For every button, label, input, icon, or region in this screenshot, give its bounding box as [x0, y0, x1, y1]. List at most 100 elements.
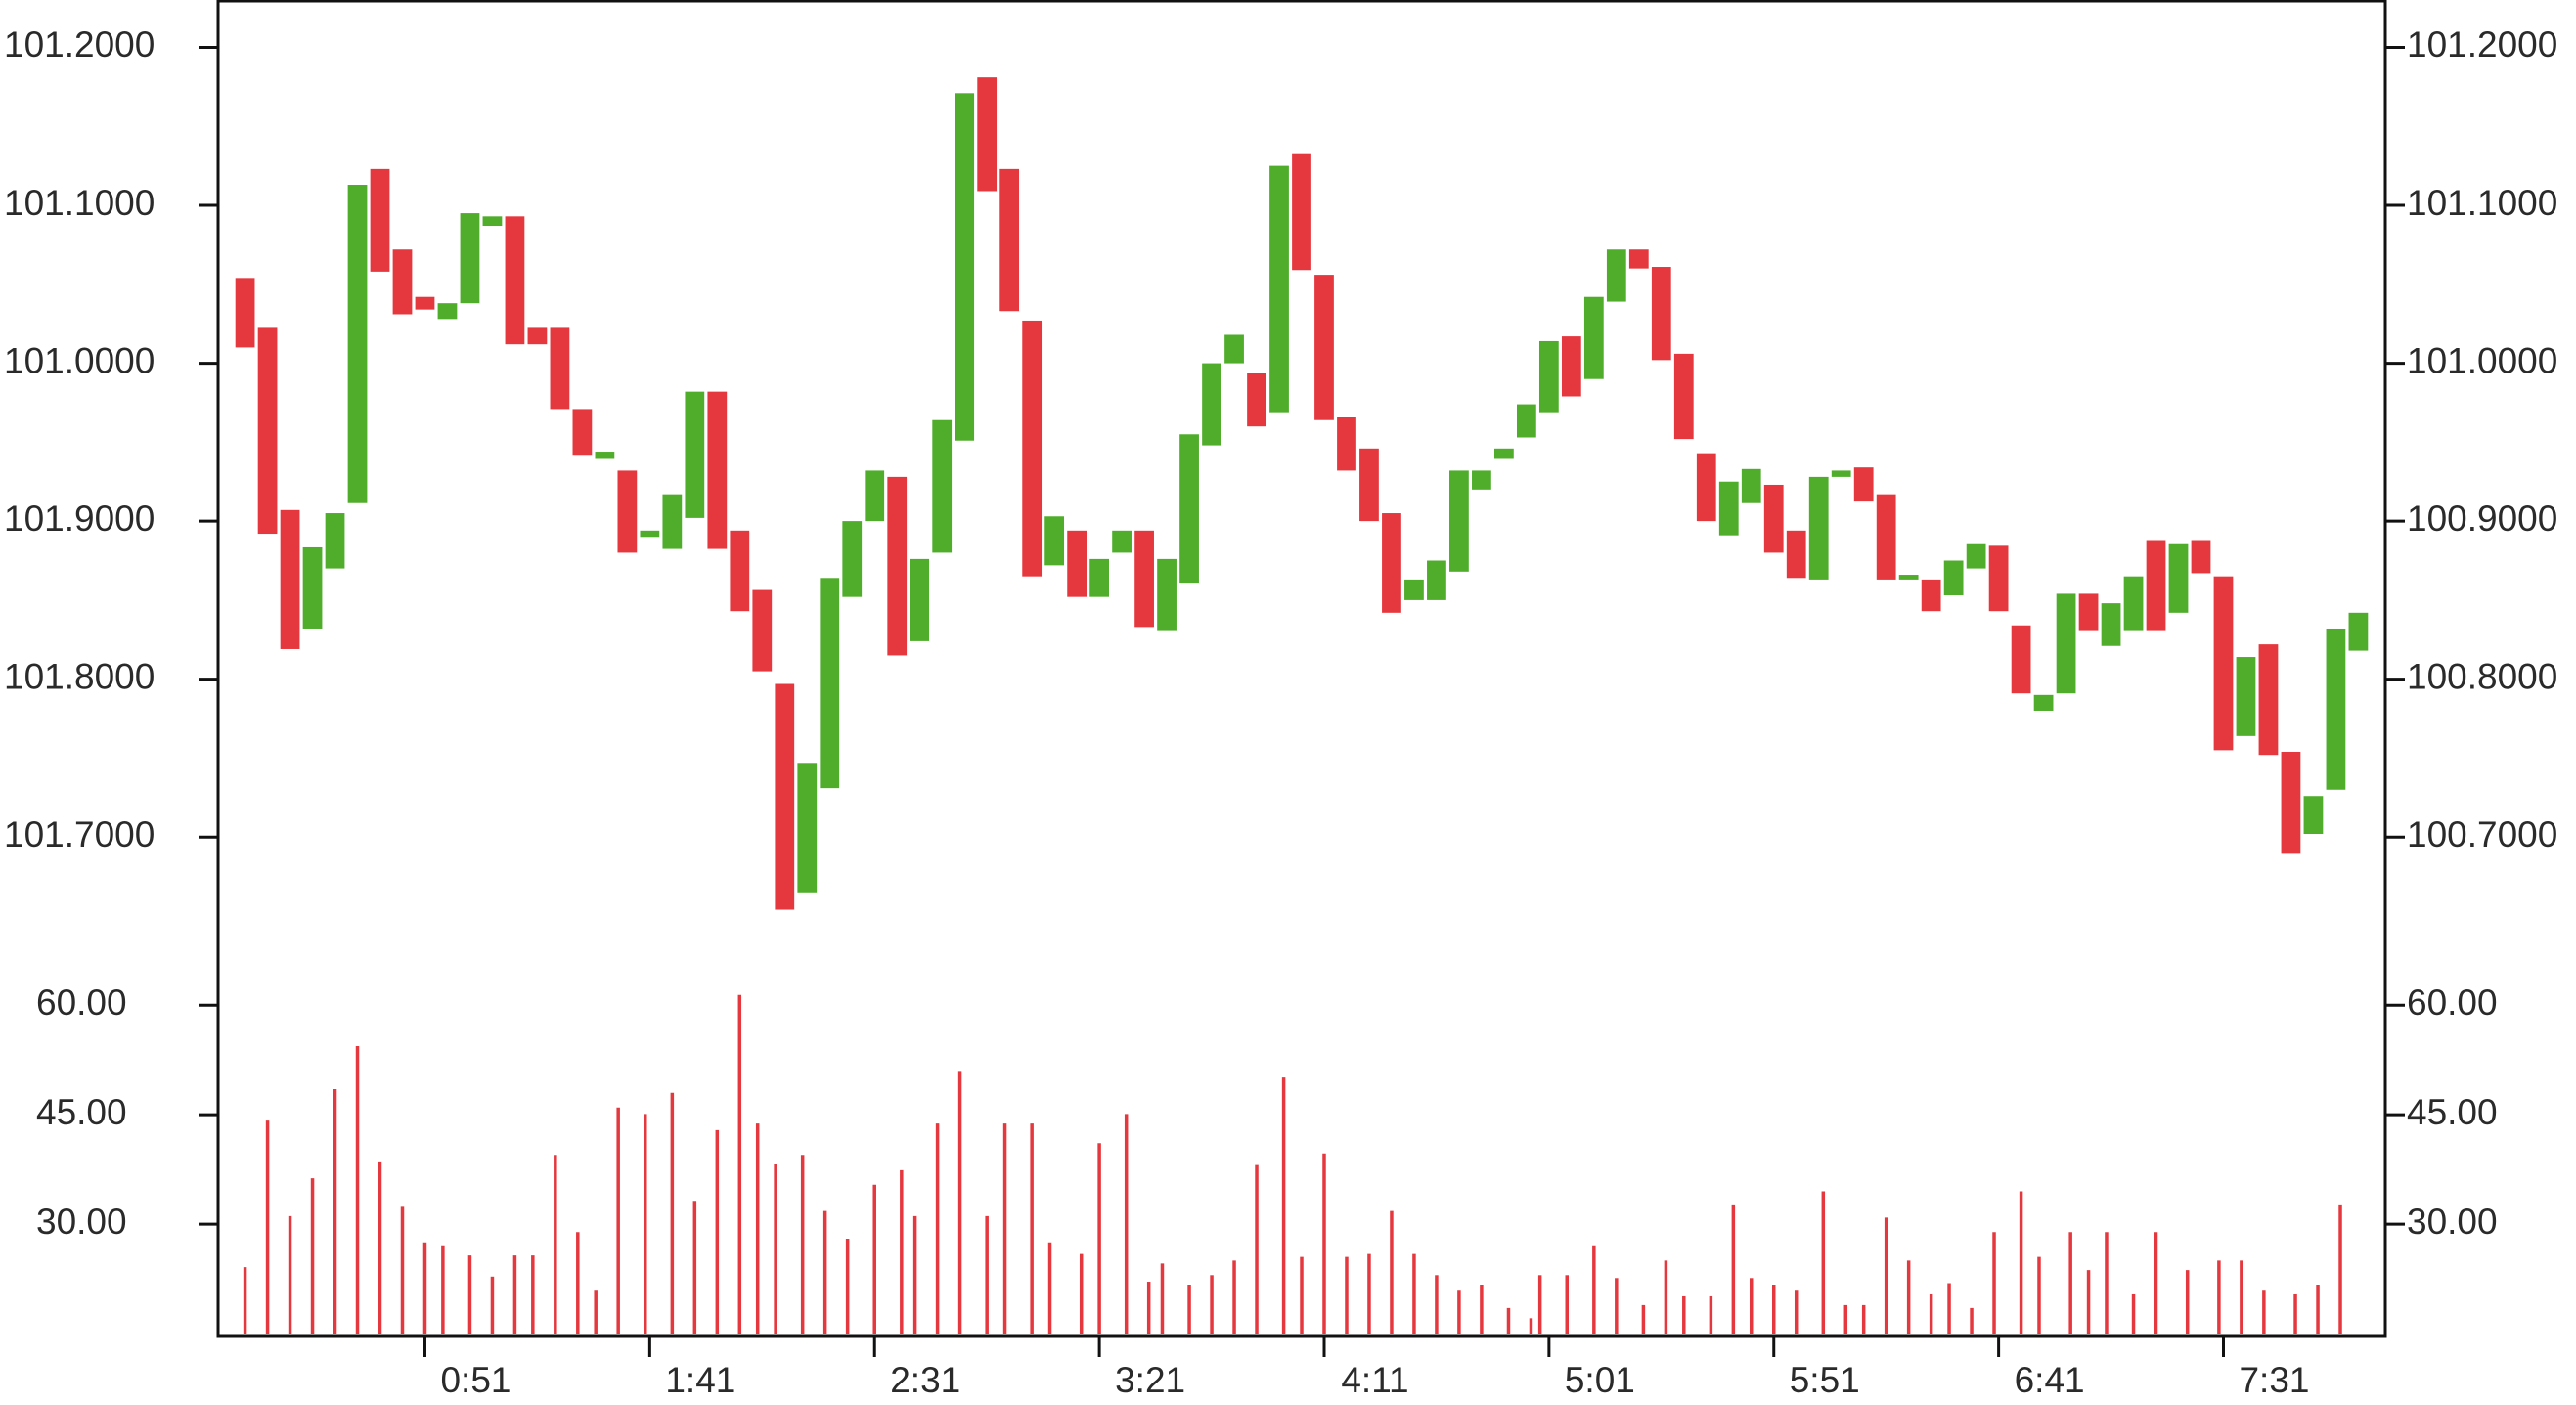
candle-body: [1067, 530, 1088, 597]
candle-body: [1718, 481, 1739, 536]
candle-body: [707, 391, 728, 549]
candle-body: [617, 470, 638, 553]
candle-body: [437, 303, 458, 320]
candle-body: [887, 476, 908, 656]
candle-body: [1472, 470, 1491, 490]
y-tick-label: 101.1000: [4, 183, 155, 223]
candle-body: [910, 558, 930, 641]
candle-body: [2236, 657, 2256, 736]
x-tick-label: 7:31: [2239, 1360, 2309, 1400]
candle-body: [1808, 476, 1829, 580]
y-tick-label: 45.00: [36, 1092, 127, 1132]
candle-body: [1876, 494, 1896, 580]
candle-body: [730, 530, 750, 612]
y2-tick-label: 60.00: [2407, 983, 2498, 1023]
candle-body: [482, 216, 503, 227]
candle-body: [977, 77, 998, 192]
candle-body: [2303, 796, 2324, 834]
candle-body: [2101, 603, 2121, 646]
candle-body: [550, 327, 570, 410]
candle-body: [1044, 516, 1065, 566]
candle-body: [1269, 165, 1289, 413]
candle-body: [1427, 560, 1446, 600]
candle-body: [2033, 694, 2054, 711]
x-tick-label: 0:51: [440, 1360, 511, 1400]
candle-body: [1292, 153, 1311, 271]
candle-body: [1494, 448, 1514, 459]
candle-body: [1449, 470, 1469, 572]
candle-body: [662, 494, 683, 549]
candle-body: [1921, 579, 1941, 612]
candle-body: [505, 216, 525, 345]
candle-body: [1583, 296, 1604, 379]
candle-body: [2056, 593, 2076, 694]
candle-body: [865, 470, 885, 522]
candle-body: [2011, 625, 2031, 694]
candle-body: [1157, 558, 1177, 631]
x-tick-label: 5:01: [1565, 1360, 1635, 1400]
candle-body: [460, 213, 480, 304]
candle-body: [1741, 468, 1761, 503]
y-tick-label: 60.00: [36, 983, 127, 1023]
candle-body: [415, 296, 435, 310]
candle-body: [2281, 751, 2301, 854]
candle-body: [2213, 576, 2234, 751]
candle-body: [2146, 540, 2166, 631]
candle-body: [2078, 593, 2099, 631]
candle-body: [527, 327, 548, 345]
candle-body: [1516, 404, 1536, 438]
x-tick-label: 2:31: [890, 1360, 960, 1400]
candle-body: [280, 509, 300, 649]
x-tick-label: 1:41: [665, 1360, 735, 1400]
y2-tick-label: 30.00: [2407, 1202, 2498, 1242]
candle-body: [2258, 644, 2279, 756]
candle-body: [1696, 453, 1716, 522]
candle-body: [1988, 545, 2009, 612]
candle-body: [1089, 558, 1109, 597]
candle-body: [1134, 530, 1154, 628]
candle-body: [775, 683, 795, 910]
x-tick-label: 4:11: [1341, 1360, 1408, 1400]
candle-body: [1314, 275, 1334, 420]
y-tick-label: 101.8000: [4, 656, 155, 696]
candle-body: [1898, 575, 1919, 580]
candle-body: [1628, 249, 1649, 269]
candle-body: [1606, 249, 1626, 302]
y2-tick-label: 100.8000: [2407, 656, 2557, 696]
x-tick-label: 5:51: [1790, 1360, 1860, 1400]
candle-body: [370, 168, 390, 272]
candle-body: [392, 249, 413, 315]
candle-body: [1247, 373, 1266, 427]
candle-body: [955, 93, 975, 441]
candle-body: [572, 409, 593, 456]
candle-body: [1831, 470, 1851, 477]
candle-body: [752, 589, 773, 672]
candle-body: [235, 278, 255, 348]
y-tick-label: 101.0000: [4, 340, 155, 380]
x-tick-label: 3:21: [1115, 1360, 1185, 1400]
candle-body: [685, 391, 705, 518]
candle-body: [1561, 336, 1581, 397]
y-tick-label: 101.2000: [4, 24, 155, 65]
x-tick-label: 6:41: [2015, 1360, 2085, 1400]
candle-body: [2191, 540, 2211, 574]
y-tick-label: 101.7000: [4, 814, 155, 855]
y2-tick-label: 100.7000: [2407, 814, 2557, 855]
candle-body: [595, 452, 615, 459]
candle-body: [1786, 530, 1806, 579]
candle-body: [1673, 353, 1694, 440]
candle-body: [1763, 484, 1784, 553]
candle-body: [1179, 434, 1199, 584]
candle-body: [1853, 467, 1874, 502]
y-tick-label: 30.00: [36, 1202, 127, 1242]
candle-body: [302, 546, 323, 629]
candle-body: [1966, 543, 1986, 569]
candle-body: [1022, 320, 1043, 577]
y2-tick-label: 100.9000: [2407, 499, 2557, 539]
candle-body: [1202, 363, 1221, 446]
y2-tick-label: 101.1000: [2407, 183, 2557, 223]
y2-tick-label: 45.00: [2407, 1092, 2498, 1132]
candle-body: [1651, 267, 1671, 361]
